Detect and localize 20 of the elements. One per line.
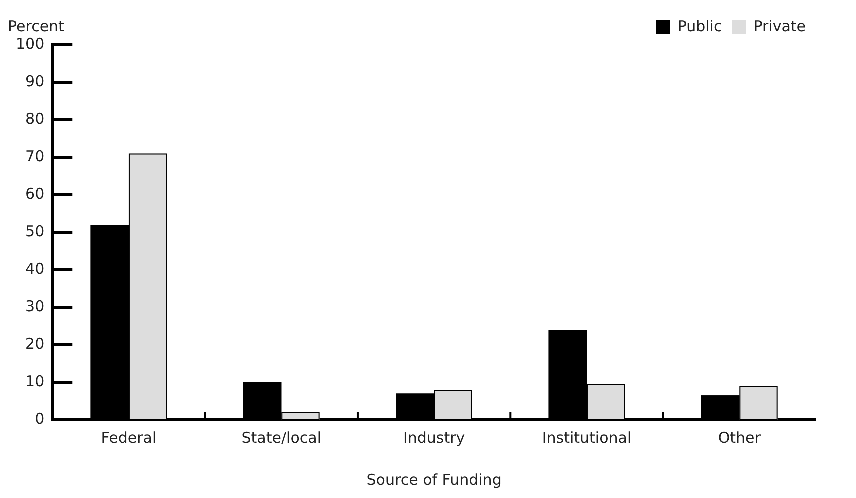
y-tick-label: 0 bbox=[35, 410, 45, 428]
x-axis-title: Source of Funding bbox=[366, 470, 502, 489]
legend-label: Public bbox=[678, 17, 722, 36]
y-axis-title: Percent bbox=[8, 17, 65, 36]
y-tick-label: 30 bbox=[26, 297, 45, 316]
y-tick-label: 100 bbox=[16, 34, 45, 53]
y-tick-label: 10 bbox=[26, 372, 45, 390]
y-tick-label: 60 bbox=[26, 184, 45, 203]
y-tick-label: 90 bbox=[26, 72, 45, 90]
y-tick-label: 40 bbox=[26, 260, 45, 278]
x-tick-label: State/local bbox=[242, 428, 322, 447]
x-tick-label: Industry bbox=[403, 428, 466, 447]
y-tick-label: 80 bbox=[26, 110, 45, 128]
x-tick-label: Federal bbox=[101, 428, 157, 447]
legend-label: Private bbox=[754, 17, 806, 36]
x-tick-label: Institutional bbox=[542, 428, 632, 447]
y-tick-label: 70 bbox=[26, 147, 45, 166]
x-tick-label: Other bbox=[718, 428, 762, 447]
y-tick-label: 50 bbox=[26, 222, 45, 240]
y-tick-label: 20 bbox=[26, 334, 45, 353]
